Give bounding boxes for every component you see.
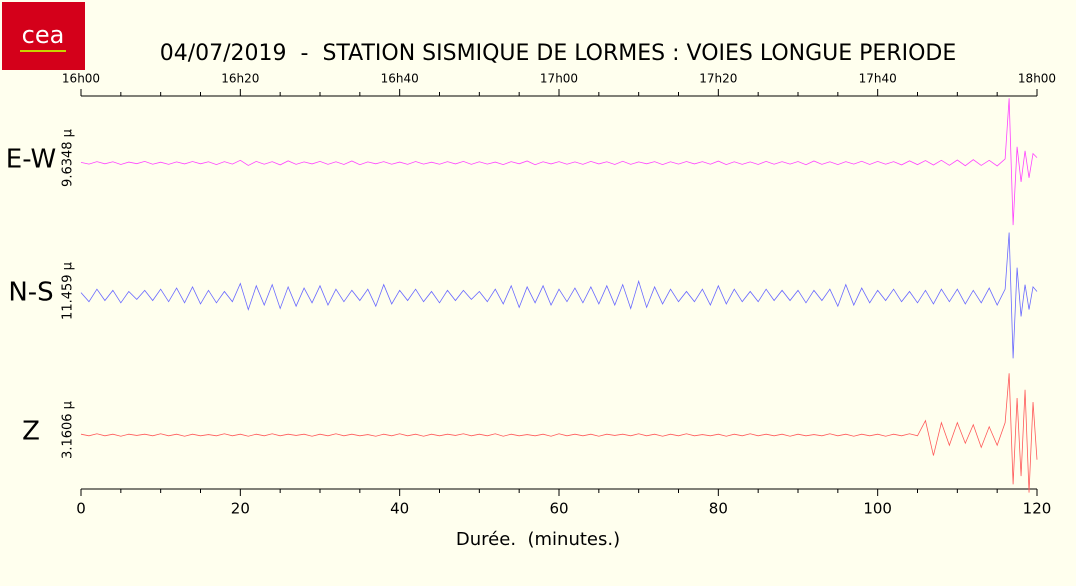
scale-label: 11.459 µ [61,262,76,320]
channel-label: Z [22,417,40,447]
x2-tick-label: 17h00 [540,72,578,86]
scale-label: 9.6348 µ [61,129,76,187]
channel-label: E-W [6,145,56,175]
x2-tick-label: 16h40 [381,72,419,86]
channel-label: N-S [8,278,53,308]
chart-title: 04/07/2019 - STATION SISMIQUE DE LORMES … [160,41,957,66]
x-tick-label: 80 [709,500,728,518]
x2-tick-label: 17h20 [699,72,737,86]
x-tick-label: 100 [863,500,892,518]
x-tick-label: 60 [549,500,568,518]
x-tick-label: 120 [1023,500,1052,518]
x-tick-label: 0 [76,500,86,518]
x-axis-label: Durée. (minutes.) [456,529,620,550]
logo-box [2,2,85,70]
scale-label: 3.1606 µ [61,401,76,459]
trace [80,373,1038,493]
logo: cea [22,21,65,49]
x2-tick-label: 17h40 [859,72,897,86]
x-tick-label: 20 [231,500,250,518]
trace [80,232,1038,359]
x2-tick-label: 18h00 [1018,72,1056,86]
x2-tick-label: 16h00 [62,72,100,86]
trace [80,98,1038,226]
x-tick-label: 40 [390,500,409,518]
x2-tick-label: 16h20 [221,72,259,86]
